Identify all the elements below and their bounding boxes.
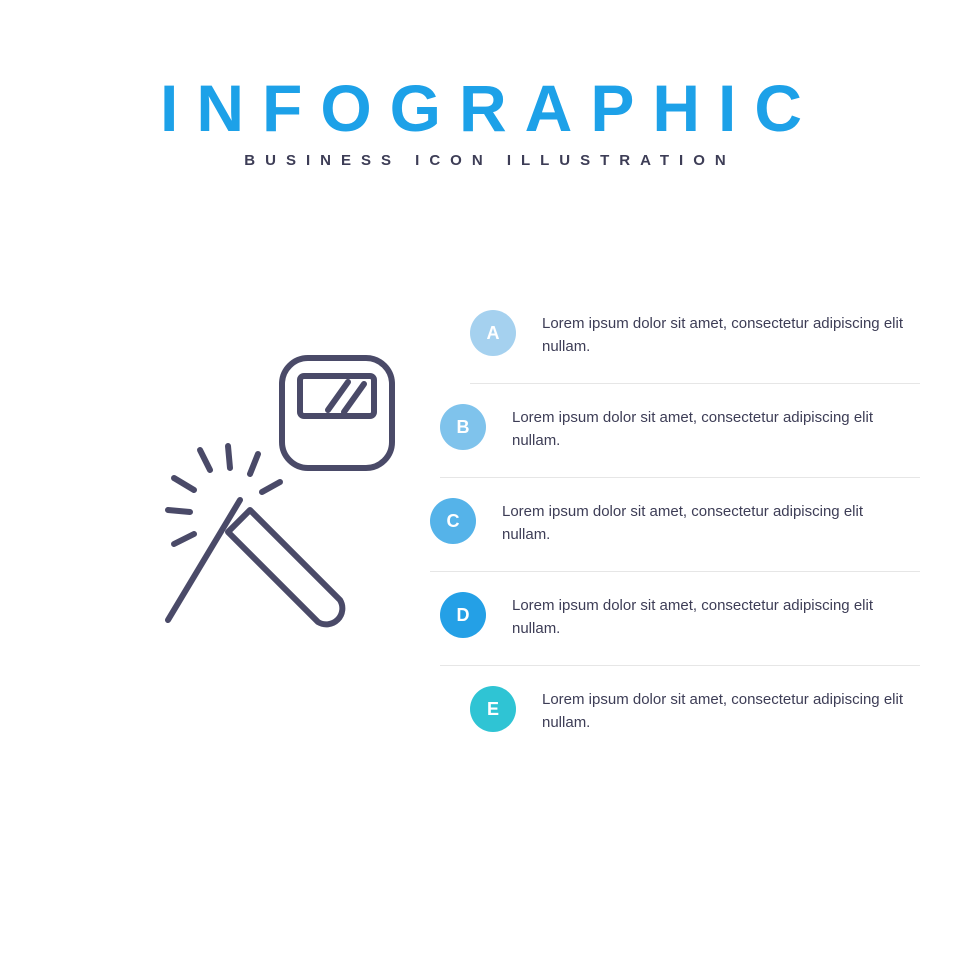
step-badge-b: B (440, 404, 486, 450)
step-item: A Lorem ipsum dolor sit amet, consectetu… (470, 290, 920, 384)
step-badge-a: A (470, 310, 516, 356)
step-text: Lorem ipsum dolor sit amet, consectetur … (542, 308, 912, 359)
step-badge-d: D (440, 592, 486, 638)
step-badge-c: C (430, 498, 476, 544)
page-subtitle: BUSINESS ICON ILLUSTRATION (0, 152, 980, 169)
step-text: Lorem ipsum dolor sit amet, consectetur … (542, 684, 912, 735)
step-item: E Lorem ipsum dolor sit amet, consectetu… (470, 666, 920, 760)
step-text: Lorem ipsum dolor sit amet, consectetur … (512, 590, 882, 641)
steps-list: A Lorem ipsum dolor sit amet, consectetu… (430, 290, 980, 760)
step-item: B Lorem ipsum dolor sit amet, consectetu… (440, 384, 920, 478)
main-content: A Lorem ipsum dolor sit amet, consectetu… (0, 290, 980, 760)
step-item: C Lorem ipsum dolor sit amet, consectetu… (430, 478, 920, 572)
welding-icon (0, 290, 430, 710)
step-item: D Lorem ipsum dolor sit amet, consectetu… (440, 572, 920, 666)
step-text: Lorem ipsum dolor sit amet, consectetur … (502, 496, 872, 547)
step-badge-e: E (470, 686, 516, 732)
header: INFOGRAPHIC BUSINESS ICON ILLUSTRATION (0, 0, 980, 169)
step-text: Lorem ipsum dolor sit amet, consectetur … (512, 402, 882, 453)
page-title: INFOGRAPHIC (0, 70, 980, 146)
